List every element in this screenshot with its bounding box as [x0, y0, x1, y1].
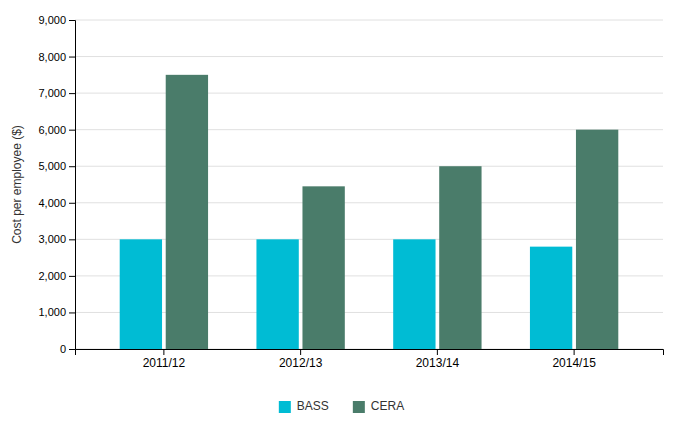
chart: 2011/12 2012/13 2013/14 2014/15 0 1,000 2,000 3…	[0, 0, 683, 429]
tick-mark	[163, 349, 164, 355]
tick-label: 2011/12	[143, 356, 186, 370]
y-axis: 0 1,000 2,000 3,000 4,000 5,000 6,000 7,000 8,00…	[38, 14, 75, 355]
tick: 1,000	[38, 306, 75, 318]
axis-line	[69, 21, 76, 350]
legend-label: BASS	[297, 399, 329, 413]
tick-mark	[574, 349, 575, 355]
tick-label: 2014/15	[552, 356, 596, 370]
tick-label: 5,000	[38, 160, 66, 172]
tick: 8,000	[38, 51, 75, 63]
tick-mark	[69, 239, 75, 240]
grid	[75, 20, 663, 349]
tick: 6,000	[38, 124, 75, 136]
bars	[120, 75, 619, 349]
legend-item: BASS	[279, 399, 329, 413]
grid-line	[75, 275, 663, 276]
tick-label: 3,000	[38, 233, 66, 245]
bar	[439, 166, 481, 349]
tick-mark	[69, 93, 75, 94]
legend-swatch	[279, 401, 291, 413]
tick-label: 2,000	[38, 270, 66, 282]
grid-line	[75, 20, 663, 21]
grid-line	[75, 166, 663, 167]
tick-label: 0	[60, 343, 66, 355]
tick: 2,000	[38, 270, 75, 282]
bar-series	[166, 75, 619, 349]
tick: 3,000	[38, 233, 75, 245]
tick-mark	[300, 349, 301, 355]
bar	[256, 239, 298, 349]
tick: 7,000	[38, 87, 75, 99]
x-axis: 2011/12 2012/13 2013/14 2014/15	[76, 349, 664, 370]
tick-mark	[69, 130, 75, 131]
tick-mark	[69, 20, 75, 21]
tick-mark	[69, 312, 75, 313]
grid-line	[75, 129, 663, 130]
tick: 2013/14	[416, 349, 460, 370]
tick: 0	[60, 343, 75, 355]
bar	[393, 239, 435, 349]
tick-label: 9,000	[38, 14, 66, 26]
legend-label: CERA	[371, 399, 404, 413]
plot: 2011/12 2012/13 2013/14 2014/15 0 1,000 2,000 3…	[38, 14, 663, 370]
tick: 2014/15	[552, 349, 596, 370]
tick-label: 6,000	[38, 124, 66, 136]
tick-label: 2013/14	[416, 356, 460, 370]
legend: BASS CERA	[279, 399, 404, 413]
grid-line	[75, 56, 663, 57]
tick-mark	[69, 203, 75, 204]
tick-mark	[437, 349, 438, 355]
legend-swatch	[353, 401, 365, 413]
tick-mark	[69, 349, 75, 350]
grid-line	[75, 93, 663, 94]
tick: 5,000	[38, 160, 75, 172]
tick: 9,000	[38, 14, 75, 26]
tick-label: 4,000	[38, 197, 66, 209]
axis-line	[76, 350, 664, 356]
legend-item: CERA	[353, 399, 404, 413]
grid-line	[75, 239, 663, 240]
tick-mark	[69, 57, 75, 58]
bar	[530, 247, 572, 349]
tick: 4,000	[38, 197, 75, 209]
tick-label: 2012/13	[279, 356, 323, 370]
bar	[576, 130, 618, 349]
tick: 2011/12	[143, 349, 186, 370]
tick-label: 8,000	[38, 51, 66, 63]
bar	[302, 186, 344, 349]
grid-line	[75, 202, 663, 203]
y-axis-title: Cost per employee ($)	[10, 125, 24, 244]
bar	[166, 75, 208, 349]
tick: 2012/13	[279, 349, 323, 370]
tick-label: 1,000	[38, 306, 66, 318]
tick-mark	[69, 276, 75, 277]
tick-mark	[69, 166, 75, 167]
tick-label: 7,000	[38, 87, 66, 99]
grid-line	[75, 312, 663, 313]
bar	[120, 239, 162, 349]
